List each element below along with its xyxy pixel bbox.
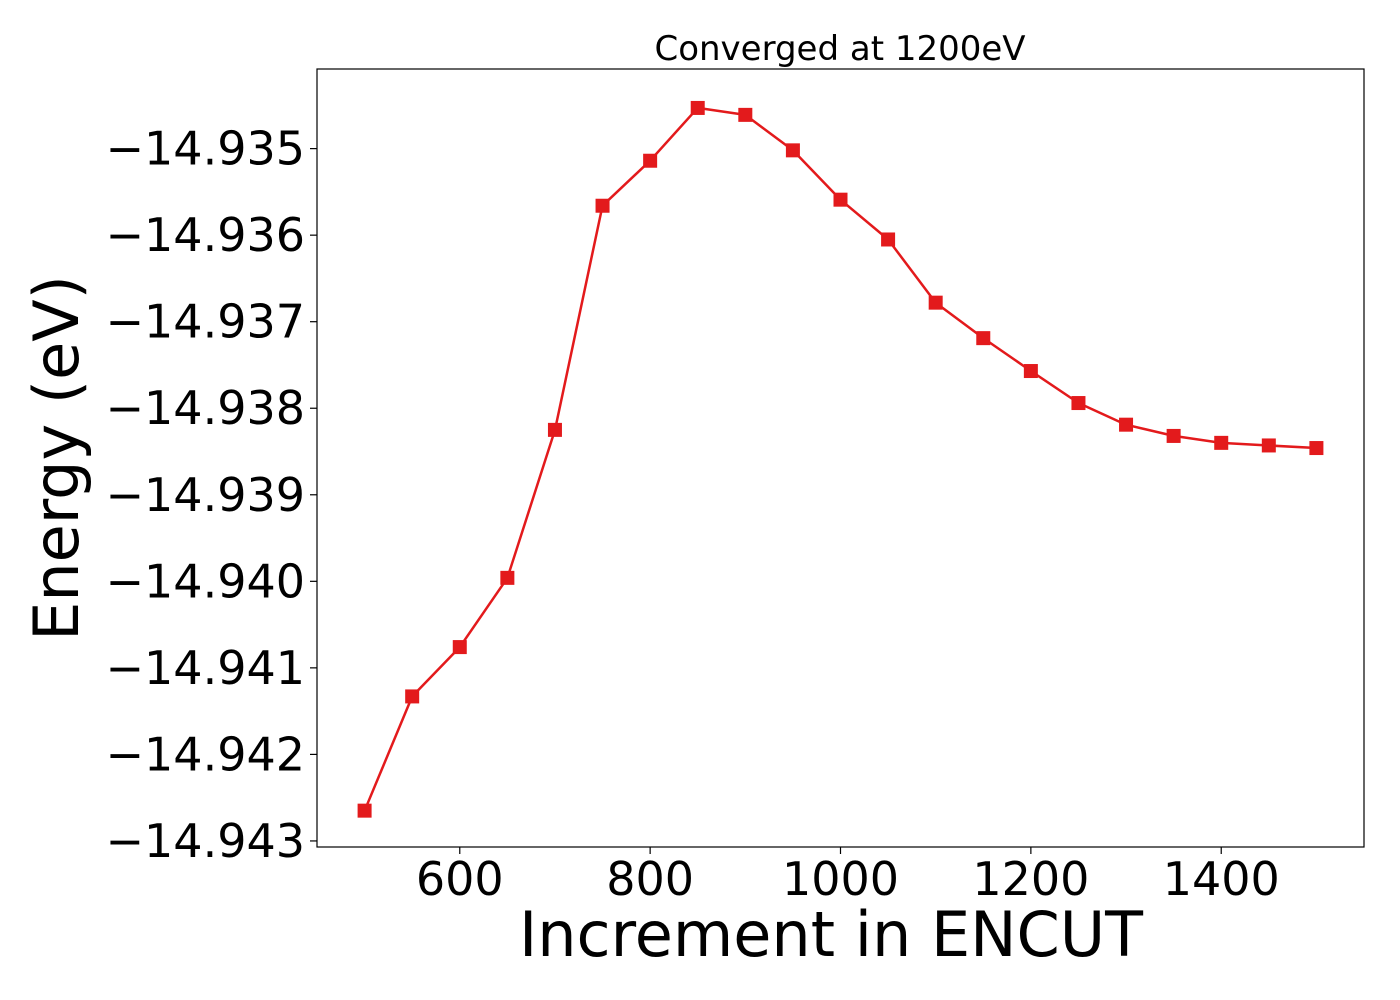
data-point-marker bbox=[833, 192, 848, 207]
y-tick-label: −14.937 bbox=[106, 295, 306, 349]
x-tick-label: 1000 bbox=[782, 852, 899, 906]
x-tick-label: 800 bbox=[606, 852, 694, 906]
data-point-marker bbox=[1166, 428, 1181, 443]
chart-title: Converged at 1200eV bbox=[654, 29, 1025, 69]
x-tick-label: 600 bbox=[416, 852, 504, 906]
data-point-marker bbox=[405, 689, 420, 704]
y-tick-label: −14.935 bbox=[106, 122, 306, 176]
data-point-marker bbox=[881, 232, 896, 247]
data-point-marker bbox=[976, 331, 991, 346]
series-layer bbox=[357, 100, 1324, 818]
plot-frame bbox=[316, 68, 1365, 848]
y-axis-label: Energy (eV) bbox=[20, 275, 93, 641]
data-point-marker bbox=[738, 107, 753, 122]
data-point-marker bbox=[1309, 441, 1324, 456]
data-point-marker bbox=[643, 153, 658, 168]
y-tick-label: −14.942 bbox=[106, 727, 306, 781]
plot-area bbox=[316, 68, 1365, 848]
data-point-marker bbox=[547, 422, 562, 437]
y-tick-label: −14.939 bbox=[106, 468, 306, 522]
y-axis: −14.935 −14.936 −14.937 −14.938 −14.939 −14.9… bbox=[106, 122, 317, 868]
y-tick-label: −14.940 bbox=[106, 554, 306, 608]
x-tick-label: 1200 bbox=[972, 852, 1089, 906]
y-tick-label: −14.943 bbox=[106, 814, 306, 868]
data-point-marker bbox=[690, 100, 705, 115]
y-tick-label: −14.938 bbox=[106, 381, 306, 435]
data-point-marker bbox=[1119, 417, 1134, 432]
data-point-marker bbox=[595, 198, 610, 213]
data-point-marker bbox=[1214, 435, 1229, 450]
data-point-marker bbox=[1071, 396, 1086, 411]
series-line bbox=[363, 106, 1317, 812]
data-point-marker bbox=[452, 640, 467, 655]
y-tick-label: −14.936 bbox=[106, 208, 306, 262]
data-point-marker bbox=[357, 803, 372, 818]
data-point-marker bbox=[1261, 438, 1276, 453]
data-point-marker bbox=[785, 143, 800, 158]
data-point-marker bbox=[928, 295, 943, 310]
x-axis: 600 800 1000 1200 1400 bbox=[416, 847, 1280, 906]
data-point-marker bbox=[500, 570, 515, 585]
x-tick-label: 1400 bbox=[1163, 852, 1280, 906]
data-point-marker bbox=[1023, 364, 1038, 379]
y-tick-label: −14.941 bbox=[106, 641, 306, 695]
x-axis-label: Increment in ENCUT bbox=[519, 898, 1144, 971]
